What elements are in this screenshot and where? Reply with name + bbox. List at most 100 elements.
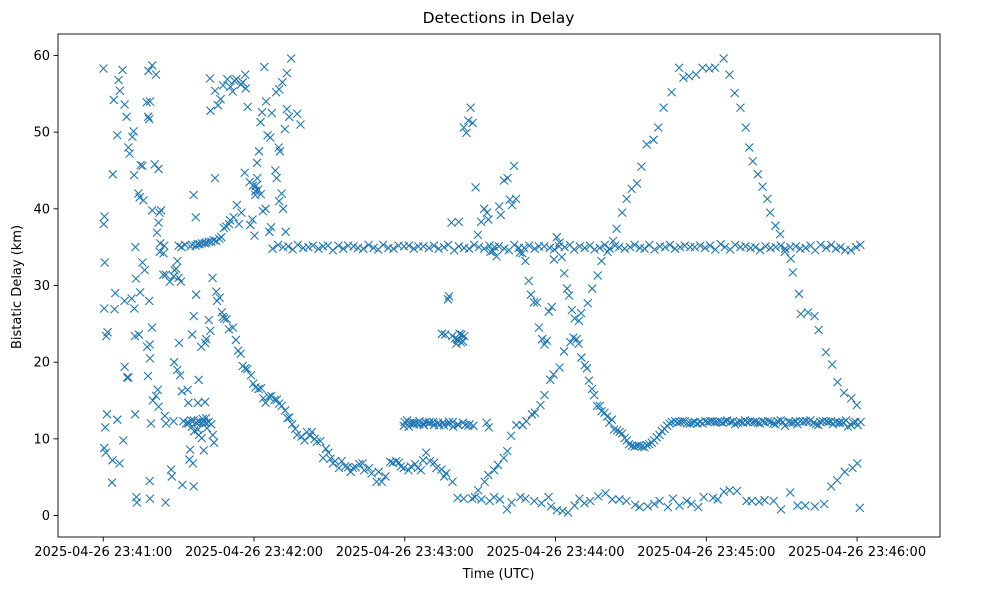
data-point [540, 390, 549, 400]
data-point [184, 398, 193, 408]
data-point [197, 433, 207, 443]
data-point [678, 416, 687, 426]
data-point [232, 74, 241, 84]
data-point [101, 448, 111, 458]
data-point [700, 243, 710, 253]
data-point [354, 459, 364, 469]
data-point [595, 401, 605, 411]
data-point [524, 241, 534, 251]
data-point [292, 109, 302, 119]
data-point [810, 311, 819, 321]
x-tick-label: 2025-04-26 23:43:00 [336, 545, 474, 560]
data-point [524, 276, 534, 286]
data-point [620, 244, 630, 254]
data-point [832, 475, 842, 485]
data-point [480, 477, 490, 487]
data-point [563, 508, 573, 517]
data-point [297, 432, 306, 441]
data-point [617, 208, 627, 218]
data-point [851, 242, 861, 252]
y-tick-label: 30 [33, 279, 50, 294]
data-point [839, 388, 849, 398]
data-point [668, 494, 678, 504]
data-point [690, 242, 700, 252]
data-point [166, 465, 176, 474]
data-point [644, 439, 654, 449]
data-point [138, 258, 147, 267]
data-point [381, 472, 390, 481]
data-point [720, 242, 730, 252]
data-point [453, 419, 463, 429]
data-point [477, 495, 486, 504]
data-point [785, 488, 795, 497]
data-point [457, 330, 466, 339]
data-point [406, 462, 416, 471]
data-point [286, 54, 296, 63]
data-point [769, 419, 778, 428]
x-tick-label: 2025-04-26 23:42:00 [185, 545, 323, 560]
data-point [134, 189, 143, 198]
data-point [574, 339, 584, 349]
data-point [814, 325, 824, 335]
data-point [198, 414, 208, 424]
data-point [112, 130, 122, 140]
data-point [131, 274, 141, 283]
data-point [630, 240, 640, 250]
data-point [766, 243, 776, 253]
data-point [758, 182, 767, 191]
data-point [280, 406, 290, 415]
data-point [635, 243, 645, 253]
data-point [169, 416, 178, 426]
data-point [158, 270, 168, 280]
data-point [675, 501, 684, 510]
data-point [795, 244, 805, 254]
data-point [209, 438, 219, 448]
plot-marks [99, 54, 865, 517]
data-point [154, 164, 163, 174]
data-point [753, 169, 763, 179]
data-point [429, 241, 439, 251]
data-point [502, 505, 512, 514]
data-point [257, 107, 267, 117]
data-point [447, 331, 457, 341]
data-point [506, 431, 516, 441]
data-point [205, 326, 215, 336]
data-point [592, 401, 602, 411]
data-point [278, 204, 288, 214]
data-point [171, 264, 181, 274]
data-point [432, 463, 441, 473]
data-point [277, 189, 287, 198]
data-point [515, 492, 525, 502]
data-point [622, 496, 631, 506]
data-point [698, 63, 707, 73]
data-point [254, 146, 264, 156]
data-point [145, 97, 155, 106]
data-point [489, 492, 499, 502]
data-point [409, 244, 419, 254]
data-point [256, 189, 266, 199]
data-point [161, 419, 171, 428]
data-point [204, 315, 214, 325]
data-point [607, 495, 617, 504]
data-point [374, 467, 384, 477]
data-point [610, 241, 620, 251]
data-point [502, 446, 512, 456]
data-point [232, 200, 242, 210]
data-point [663, 502, 673, 512]
data-point [833, 377, 842, 387]
data-point [544, 492, 553, 502]
data-point [323, 448, 333, 458]
data-point [321, 444, 331, 454]
data-point [264, 227, 274, 237]
data-point [459, 243, 469, 253]
data-point [600, 240, 610, 250]
data-point [617, 429, 627, 438]
y-tick-label: 40 [33, 202, 50, 217]
data-point [679, 73, 688, 83]
data-point [800, 501, 810, 510]
data-point [763, 416, 773, 426]
data-point [145, 340, 155, 349]
data-point [359, 465, 369, 475]
data-point [600, 408, 609, 418]
